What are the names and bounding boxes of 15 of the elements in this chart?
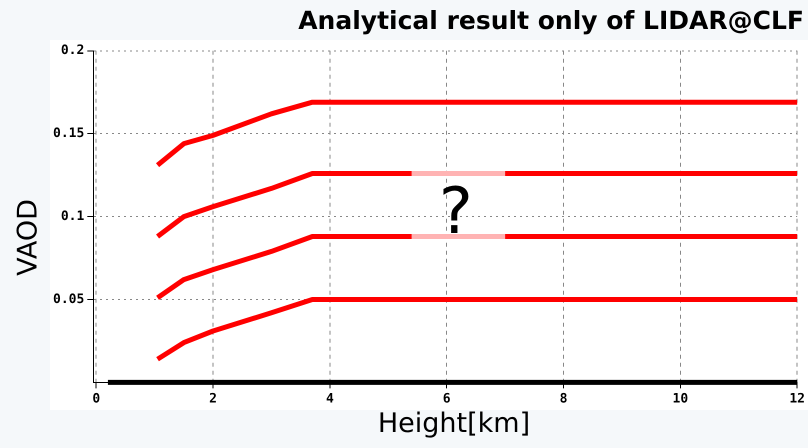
y-tick-label: 0.05 xyxy=(52,292,84,307)
annotation: ? xyxy=(438,175,473,250)
y-axis-title: VAOD xyxy=(12,198,44,278)
y-tick-label: 0.15 xyxy=(52,126,84,142)
x-tick-label: 6 xyxy=(442,392,451,407)
y-tick-label: 0.1 xyxy=(60,208,84,224)
y-tick-label: 0.2 xyxy=(60,43,84,58)
x-tick-label: 2 xyxy=(209,392,217,407)
x-tick-label: 10 xyxy=(672,392,688,407)
x-axis-title: Height[km] xyxy=(376,408,532,439)
x-tick-label: 0 xyxy=(92,392,100,407)
chart-title: Analytical result only of LIDAR@CLF xyxy=(298,6,804,35)
x-tick-label: 12 xyxy=(789,392,805,407)
x-tick-label: 4 xyxy=(326,392,334,407)
x-tick-label: 8 xyxy=(560,392,568,407)
